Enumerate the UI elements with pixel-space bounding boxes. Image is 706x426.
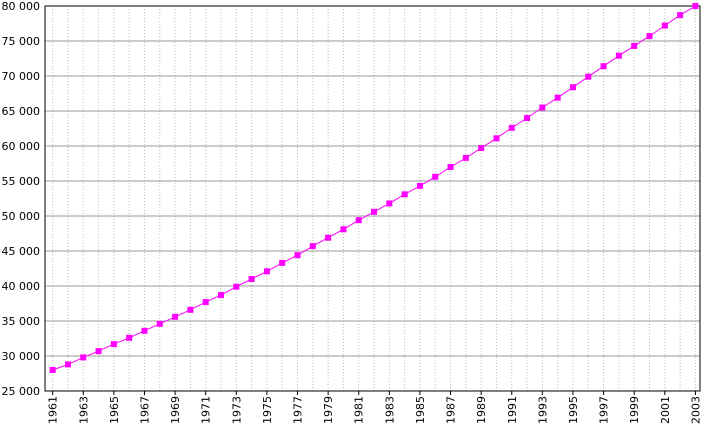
y-tick-label: 70 000 (2, 70, 41, 83)
point (355, 217, 362, 224)
x-tick-label: 1991 (506, 396, 519, 424)
point (615, 52, 622, 59)
x-tick-label: 1999 (628, 396, 641, 424)
point (279, 259, 286, 266)
point (539, 104, 546, 111)
y-tick-label: 50 000 (2, 210, 41, 223)
point (325, 234, 332, 241)
point (401, 191, 408, 198)
x-tick-label: 1993 (536, 396, 549, 424)
x-tick-label: 1979 (322, 396, 335, 424)
point (646, 33, 653, 40)
x-tick-label: 1987 (445, 396, 458, 424)
point (64, 361, 71, 368)
point (248, 276, 255, 282)
x-tick-label: 1975 (261, 396, 274, 424)
x-tick-label: 1985 (414, 396, 427, 424)
point (631, 42, 638, 49)
point (141, 327, 148, 334)
x-tick-label: 1997 (598, 396, 611, 424)
point (600, 63, 607, 70)
point (432, 173, 439, 180)
x-tick-label: 1969 (169, 396, 182, 424)
y-tick-label: 55 000 (2, 175, 41, 188)
x-tick-label: 1983 (383, 396, 396, 424)
point (478, 145, 485, 152)
y-tick-label: 25 000 (2, 385, 41, 398)
point (95, 348, 102, 355)
x-tick-label: 1965 (108, 396, 121, 424)
point (202, 299, 209, 306)
x-tick-label: 1977 (292, 396, 305, 424)
point (263, 268, 270, 275)
point (309, 243, 316, 250)
point (508, 124, 515, 131)
point (462, 154, 469, 161)
point (554, 94, 561, 101)
plot-frame (44, 5, 701, 392)
point (110, 341, 117, 348)
point (172, 313, 179, 320)
x-tick-label: 1961 (47, 396, 60, 424)
point (677, 12, 684, 19)
y-tick-label: 65 000 (2, 105, 41, 118)
x-tick-label: 1971 (200, 396, 213, 424)
x-tick-label: 1989 (475, 396, 488, 424)
point (233, 283, 240, 290)
x-tick-label: 1973 (230, 396, 243, 424)
point (340, 226, 347, 233)
y-tick-label: 45 000 (2, 245, 41, 258)
point (524, 115, 531, 121)
point (126, 334, 133, 341)
point (569, 84, 576, 91)
point (371, 208, 378, 215)
point (217, 292, 224, 299)
x-tick-label: 1981 (353, 396, 366, 424)
x-tick-label: 2001 (659, 396, 672, 424)
point (493, 135, 500, 142)
point (187, 306, 194, 313)
point (386, 200, 393, 207)
point (447, 164, 454, 170)
point (49, 367, 56, 373)
x-tick-label: 1963 (77, 396, 90, 424)
point (416, 182, 423, 189)
point (661, 22, 668, 29)
point (156, 320, 163, 327)
point (294, 252, 301, 259)
y-tick-label: 80 000 (2, 0, 41, 13)
y-tick-label: 60 000 (2, 140, 41, 153)
y-tick-label: 75 000 (2, 35, 41, 48)
y-tick-label: 30 000 (2, 350, 41, 363)
y-tick-label: 40 000 (2, 280, 41, 293)
point (80, 354, 87, 361)
x-tick-label: 1995 (567, 396, 580, 424)
point (585, 73, 592, 80)
y-tick-label: 35 000 (2, 315, 41, 328)
x-tick-label: 2003 (689, 396, 702, 424)
point (692, 3, 699, 9)
x-tick-label: 1967 (138, 396, 151, 424)
